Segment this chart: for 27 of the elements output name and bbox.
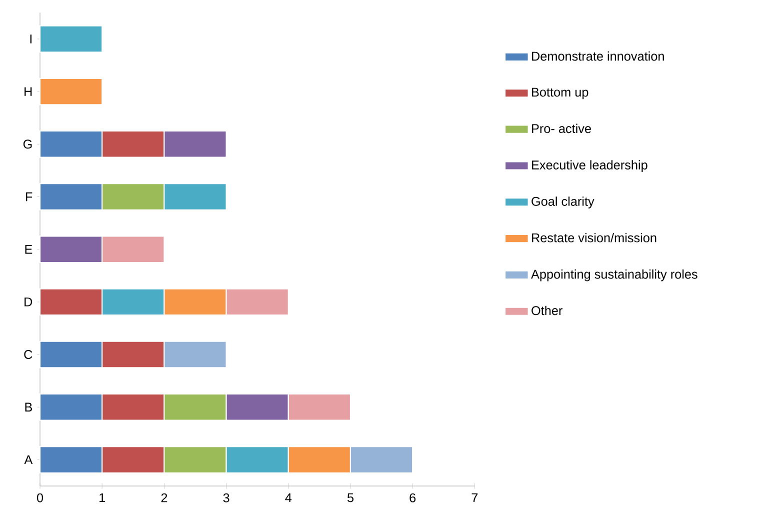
legend-label: Appointing sustainability roles xyxy=(531,269,698,282)
y-tick-label: H xyxy=(24,87,32,96)
legend-label: Other xyxy=(532,306,562,316)
x-tick-label: 7 xyxy=(472,493,478,502)
x-tick-label: 6 xyxy=(410,493,416,502)
legend-label: Pro- active xyxy=(532,124,591,134)
x-tick-label: 4 xyxy=(285,493,292,502)
y-tick-label: C xyxy=(24,350,32,360)
x-tick-label: 0 xyxy=(36,493,44,502)
x-tick-label: 1 xyxy=(100,493,105,502)
y-tick-label: E xyxy=(25,244,32,254)
y-tick-label: A xyxy=(24,455,33,464)
y-tick-label: D xyxy=(24,298,32,306)
legend-label: Demonstrate innovation xyxy=(532,51,664,61)
legend-label: Executive leadership xyxy=(532,160,648,172)
x-tick-label: 3 xyxy=(223,493,230,502)
bar xyxy=(39,78,103,106)
x-tick-label: 5 xyxy=(347,493,354,502)
y-tick-label: F xyxy=(26,192,32,202)
y-tick-label: G xyxy=(23,140,32,149)
legend-label: Bottom up xyxy=(532,88,588,100)
x-tick-label: 2 xyxy=(161,493,168,502)
y-tick-label: B xyxy=(25,402,32,412)
y-tick-label: I xyxy=(30,34,32,44)
legend-label: Goal clarity xyxy=(532,196,594,208)
bar xyxy=(39,25,103,53)
legend-label: Restate vision/mission xyxy=(532,233,656,242)
